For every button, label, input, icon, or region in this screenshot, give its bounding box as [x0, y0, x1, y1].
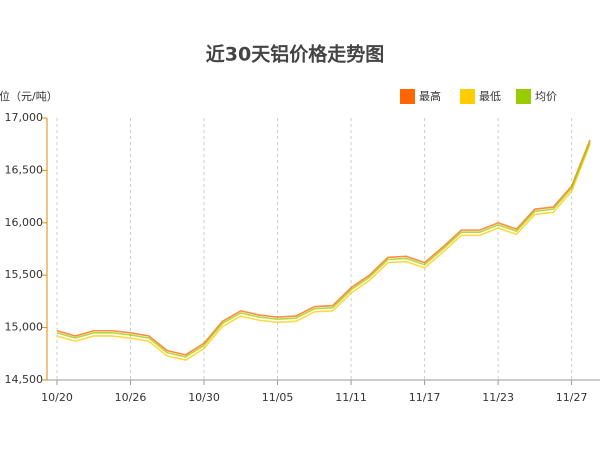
legend-label: 最高	[419, 89, 441, 103]
y-tick-label: 16,000	[5, 216, 44, 229]
y-tick-label: 15,500	[5, 268, 44, 281]
x-tick-label: 10/20	[41, 391, 73, 404]
x-tick-label: 10/26	[115, 391, 147, 404]
chart-title: 近30天铝价格走势图	[206, 43, 384, 66]
series-line	[56, 141, 591, 358]
series-line	[56, 139, 591, 356]
series-line	[56, 143, 591, 361]
legend-label: 最低	[479, 90, 501, 103]
x-tick-label: 11/11	[335, 391, 367, 404]
y-tick-label: 14,500	[5, 373, 44, 386]
legend-swatch	[460, 89, 475, 104]
y-tick-label: 15,000	[5, 321, 44, 334]
x-tick-label: 10/30	[188, 391, 220, 404]
x-tick-label: 11/27	[556, 391, 588, 404]
x-tick-label: 11/17	[409, 391, 441, 404]
x-tick-label: 11/23	[482, 391, 514, 404]
y-tick-label: 17,000	[5, 111, 44, 124]
y-axis-label: 单位（元/吨）	[0, 89, 58, 103]
legend-swatch	[516, 89, 531, 104]
y-tick-label: 16,500	[5, 163, 44, 176]
x-tick-label: 11/05	[262, 391, 294, 404]
legend-swatch	[400, 89, 415, 104]
legend-label: 均价	[535, 90, 557, 103]
